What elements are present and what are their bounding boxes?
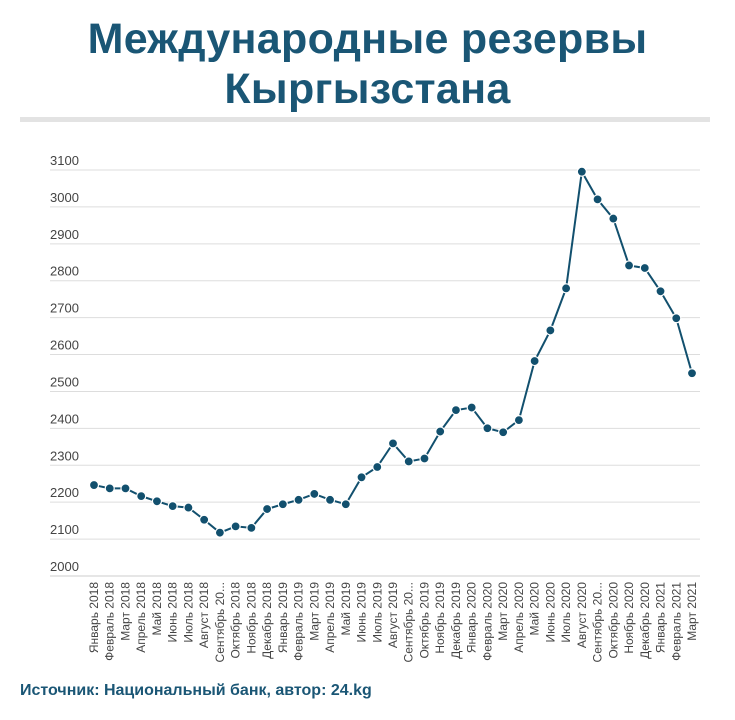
data-point — [230, 521, 241, 532]
data-point — [576, 166, 587, 177]
x-tick-label: Октябрь 2020 — [606, 582, 620, 659]
x-tick-label: Май 2018 — [150, 582, 164, 636]
y-tick-label: 2400 — [50, 411, 79, 426]
x-tick-label: Июнь 2018 — [166, 582, 180, 643]
x-tick-label: Октябрь 2018 — [229, 582, 243, 659]
data-point — [120, 483, 131, 494]
data-point — [482, 423, 493, 434]
x-tick-label: Апрель 2018 — [134, 582, 148, 653]
data-point — [246, 522, 257, 533]
data-point — [498, 427, 509, 438]
x-tick-label: Январь 2020 — [465, 582, 479, 653]
data-point — [214, 527, 225, 538]
data-point — [419, 453, 430, 464]
x-tick-label: Февраль 2020 — [480, 582, 494, 661]
y-tick-label: 3000 — [50, 190, 79, 205]
x-tick-label: Июнь 2019 — [355, 582, 369, 643]
data-point — [623, 260, 635, 271]
y-tick-label: 2900 — [50, 227, 79, 242]
x-tick-label: Февраль 2021 — [669, 582, 683, 661]
data-point — [466, 402, 477, 413]
title-line-2: Кыргызстана — [224, 65, 511, 113]
x-tick-label: Октябрь 2019 — [417, 582, 431, 659]
x-tick-label: Март 2021 — [685, 582, 699, 641]
data-point — [671, 313, 682, 324]
data-point — [199, 514, 210, 525]
x-tick-label: Июль 2019 — [370, 582, 384, 643]
y-tick-label: 2600 — [50, 338, 79, 353]
y-tick-label: 2100 — [50, 522, 79, 537]
y-tick-label: 2000 — [50, 559, 79, 574]
data-point — [529, 355, 540, 367]
data-point — [309, 488, 320, 500]
x-tick-label: Сентябрь 20... — [213, 582, 227, 662]
data-point — [293, 494, 304, 505]
x-tick-label: Сентябрь 20... — [402, 582, 416, 662]
x-tick-label: Апрель 2019 — [323, 582, 337, 653]
y-tick-label: 3100 — [50, 153, 79, 168]
y-tick-label: 2300 — [50, 448, 79, 463]
x-tick-label: Март 2018 — [118, 582, 132, 641]
x-tick-label: Декабрь 2019 — [449, 582, 463, 659]
line-chart: 2000 2100 2200 2300 2400 2500 2600 2700 2800 2900… — [50, 153, 700, 662]
y-tick-label: 2200 — [50, 485, 79, 500]
data-point — [592, 194, 603, 205]
data-point — [340, 499, 351, 510]
x-tick-label: Март 2020 — [496, 582, 510, 641]
x-tick-label: Январь 2018 — [87, 582, 101, 653]
x-tick-label: Август 2020 — [575, 582, 589, 648]
x-tick-label: Январь 2021 — [654, 582, 668, 653]
data-point — [686, 368, 698, 379]
x-tick-label: Ноябрь 2020 — [622, 582, 636, 654]
data-point — [356, 472, 367, 483]
x-tick-label: Март 2019 — [307, 582, 321, 641]
data-point — [387, 438, 399, 449]
data-point — [324, 494, 336, 505]
data-point — [655, 286, 666, 297]
y-tick-label: 2800 — [50, 264, 79, 279]
x-tick-label: Ноябрь 2019 — [433, 582, 447, 654]
data-point — [104, 483, 115, 494]
data-point — [277, 499, 288, 510]
x-tick-label: Июль 2020 — [559, 582, 573, 643]
data-point — [608, 213, 619, 224]
source-caption: Источник: Национальный банк, автор: 24.k… — [20, 682, 372, 699]
x-tick-label: Январь 2019 — [276, 582, 290, 653]
title-line-1: Международные резервы — [87, 15, 648, 63]
x-tick-label: Сентябрь 20... — [591, 582, 605, 662]
x-tick-label: Декабрь 2020 — [638, 582, 652, 659]
title-divider — [20, 117, 710, 122]
data-point — [151, 496, 163, 507]
data-point — [136, 491, 147, 502]
x-tick-label: Май 2019 — [339, 582, 353, 636]
x-tick-label: Декабрь 2018 — [260, 582, 274, 659]
data-point — [450, 405, 462, 416]
x-tick-label: Август 2019 — [386, 582, 400, 648]
data-point — [262, 503, 273, 515]
chart-title: Международные резервы Кыргызстана — [0, 14, 735, 114]
data-point — [435, 426, 446, 437]
data-point — [513, 415, 524, 426]
x-tick-label: Апрель 2020 — [512, 582, 526, 653]
x-tick-label: Февраль 2018 — [103, 582, 117, 661]
series-line — [93, 168, 693, 534]
y-tick-label: 2700 — [50, 301, 79, 316]
data-point — [545, 325, 556, 336]
x-tick-label: Июль 2018 — [181, 582, 195, 643]
x-tick-label: Ноябрь 2018 — [244, 582, 258, 654]
data-point — [561, 283, 572, 294]
data-point — [167, 501, 178, 512]
x-tick-label: Август 2018 — [197, 582, 211, 648]
x-tick-label: Июнь 2020 — [543, 582, 557, 643]
data-point — [639, 262, 650, 274]
data-point — [403, 456, 414, 467]
x-tick-label: Февраль 2019 — [292, 582, 306, 661]
data-point — [183, 502, 194, 513]
data-point — [372, 461, 383, 473]
y-tick-label: 2500 — [50, 374, 79, 389]
data-point — [88, 479, 100, 491]
x-tick-label: Май 2020 — [528, 582, 542, 636]
